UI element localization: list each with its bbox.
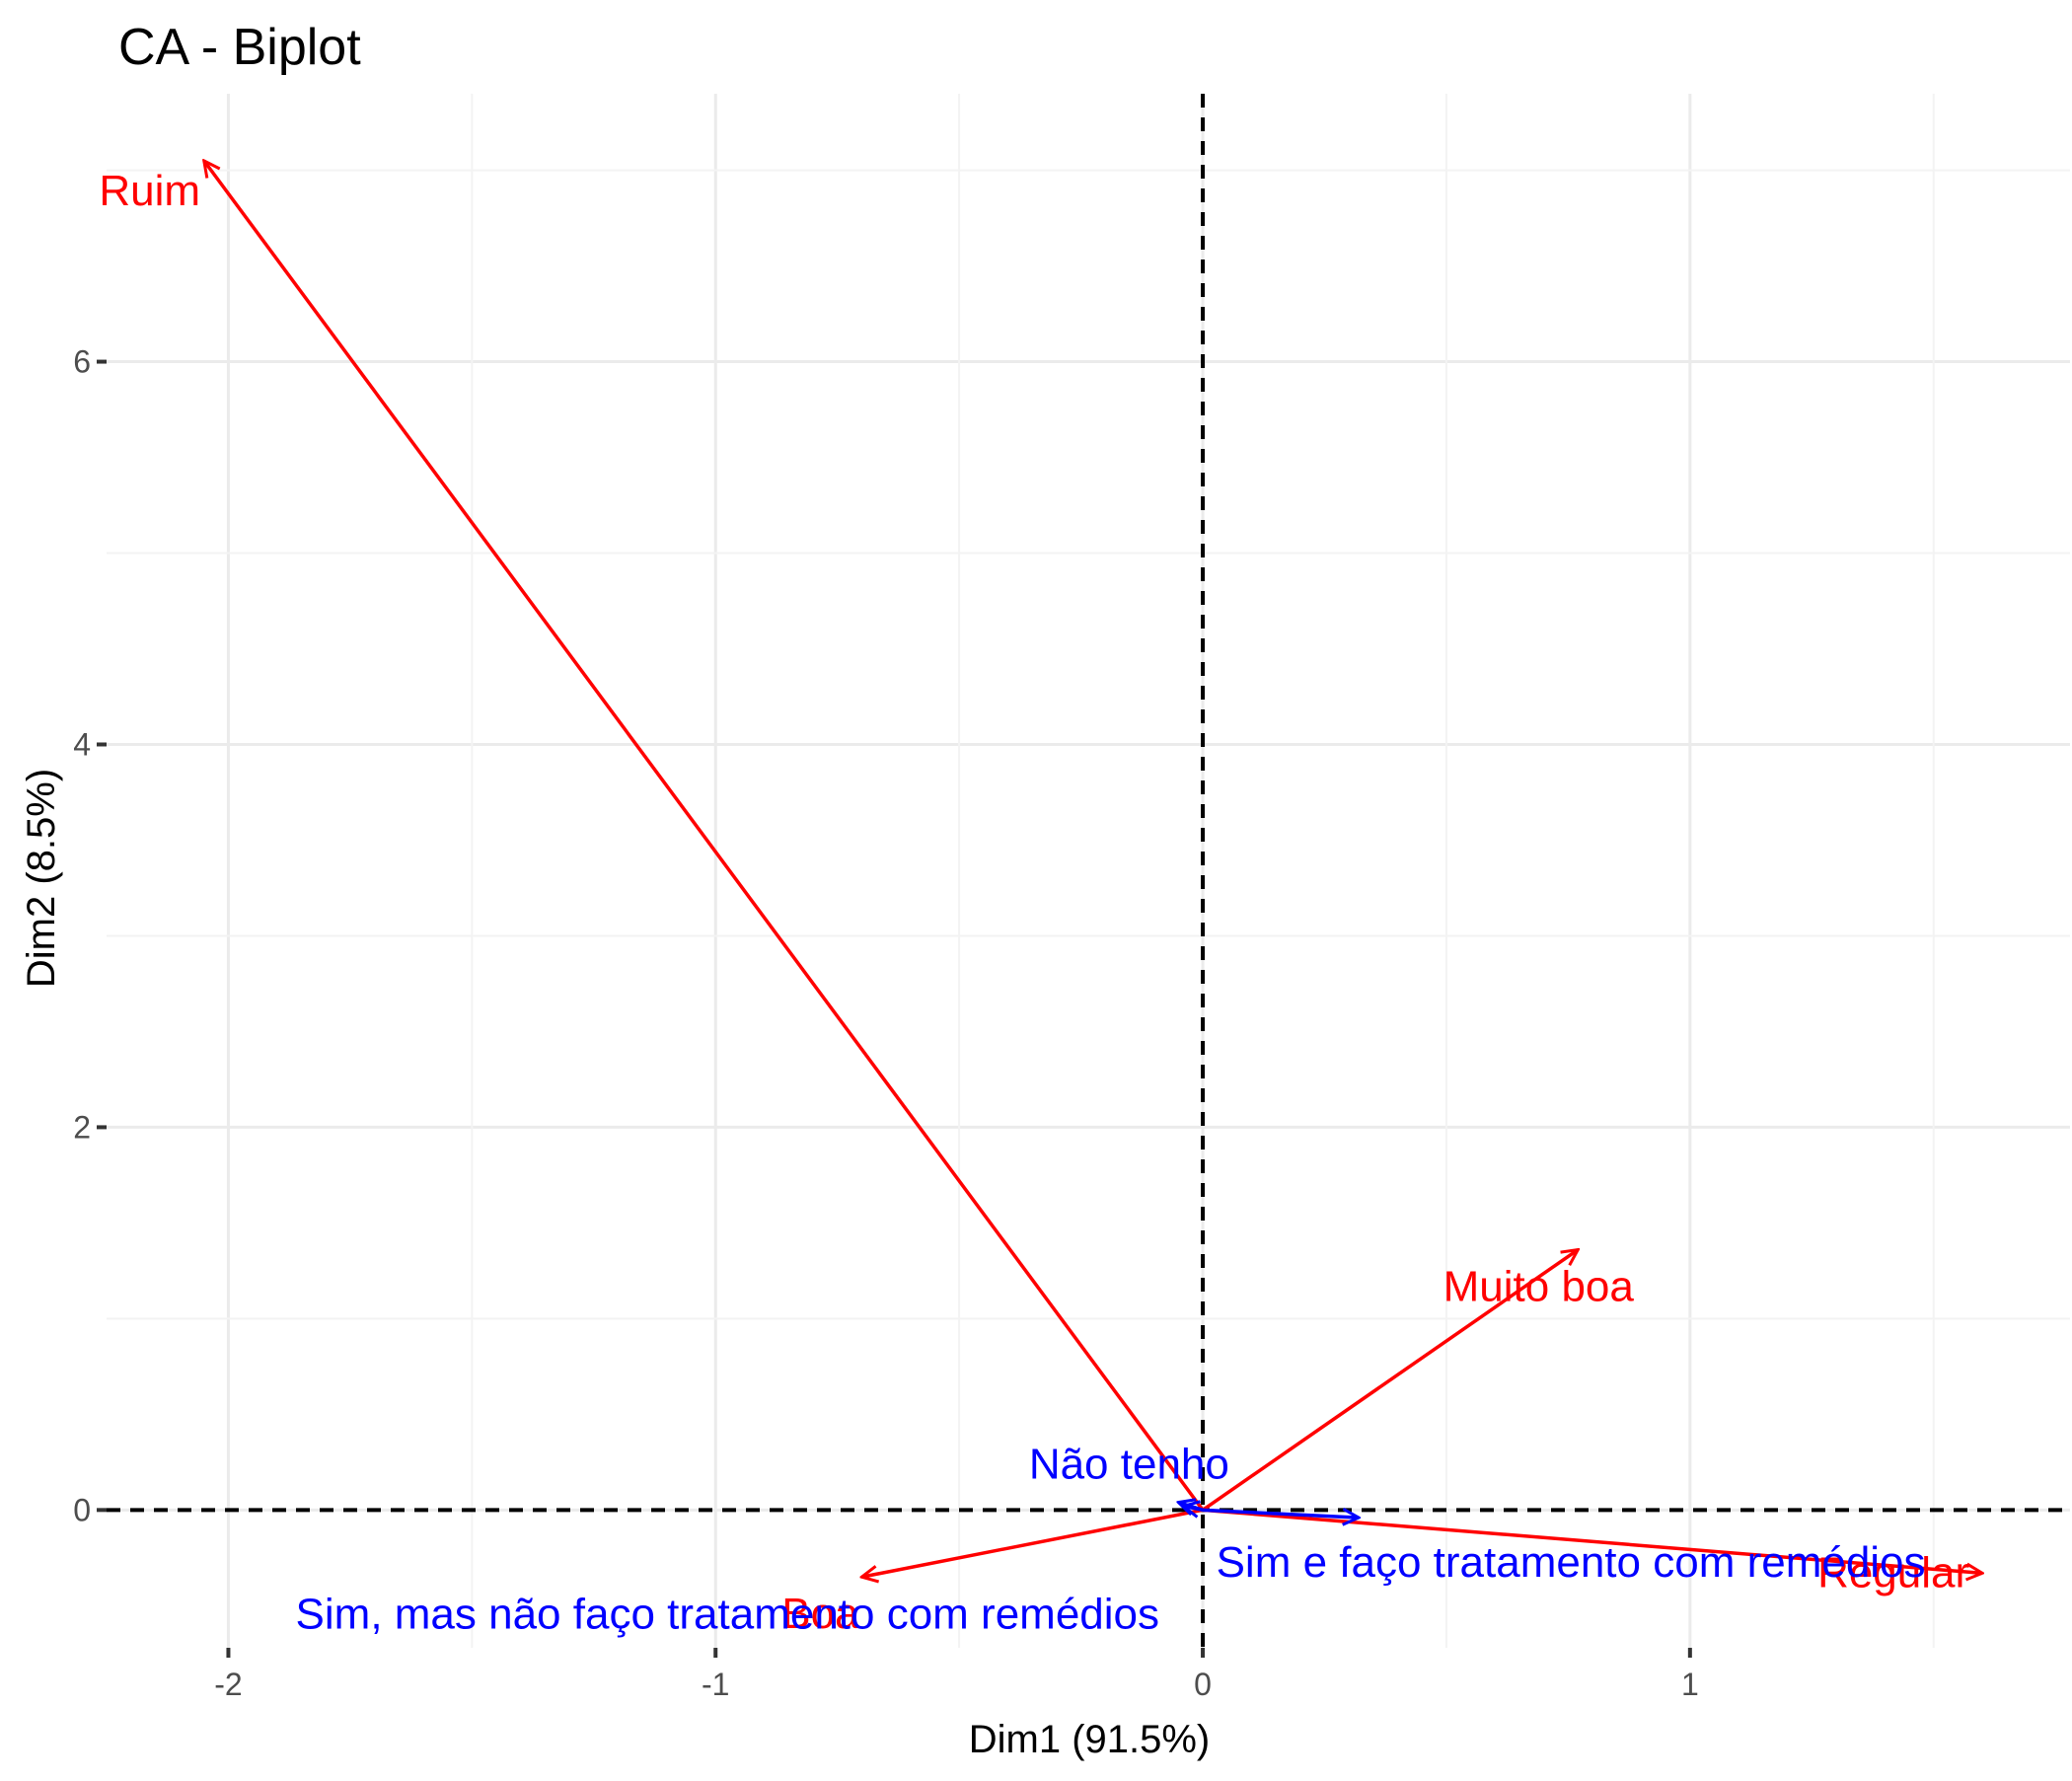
x-axis-label: Dim1 (91.5%) bbox=[969, 1718, 1211, 1761]
x-tick-label: -2 bbox=[214, 1667, 242, 1702]
point-labels: Ruim Muito boa Regular Boa Não tenho Sim e fa… bbox=[99, 167, 1969, 1639]
x-tick-label: 0 bbox=[1194, 1667, 1212, 1702]
point-label: Muito boa bbox=[1443, 1263, 1635, 1311]
y-tick-label: 0 bbox=[73, 1492, 91, 1527]
arrow-0 bbox=[204, 161, 1205, 1512]
point-label: Regular bbox=[1817, 1548, 1969, 1596]
point-label: Sim, mas não faço tratamento com remédio… bbox=[296, 1590, 1159, 1638]
point-label: Ruim bbox=[99, 167, 200, 215]
point-label: Boa bbox=[781, 1590, 859, 1638]
arrow-0 bbox=[1202, 1250, 1578, 1512]
x-tick-label: 1 bbox=[1681, 1667, 1699, 1702]
arrow-1 bbox=[1202, 1510, 1359, 1518]
point-label: Não tenho bbox=[1029, 1441, 1229, 1489]
y-tick-label: 2 bbox=[73, 1109, 91, 1145]
y-axis: 0 2 4 6 bbox=[73, 344, 107, 1527]
y-tick-label: 6 bbox=[73, 344, 91, 380]
point-label: Sim e faço tratamento com remédios bbox=[1217, 1538, 1926, 1587]
x-axis: -2 -1 0 1 bbox=[214, 1648, 1699, 1702]
arrows bbox=[204, 161, 1982, 1577]
arrow-1 bbox=[1183, 1506, 1204, 1510]
reference-lines bbox=[107, 94, 2070, 1648]
arrow-0 bbox=[861, 1508, 1204, 1577]
y-axis-label: Dim2 (8.5%) bbox=[20, 769, 63, 988]
x-tick-label: -1 bbox=[702, 1667, 729, 1702]
chart-title: CA - Biplot bbox=[118, 19, 361, 76]
arrow-0 bbox=[1202, 1508, 1982, 1573]
grid bbox=[107, 94, 2070, 1648]
y-tick-label: 4 bbox=[73, 726, 91, 762]
